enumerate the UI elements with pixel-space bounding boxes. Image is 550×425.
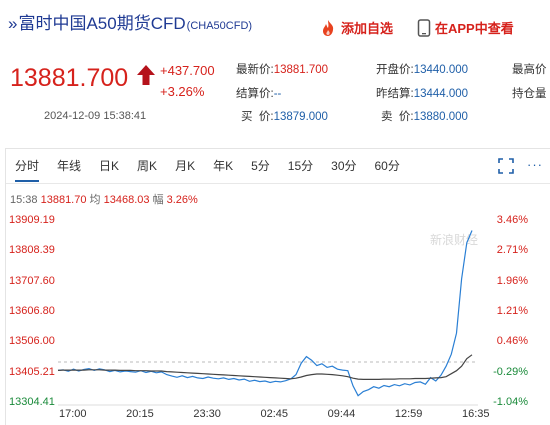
price-change: +437.700 [160, 63, 215, 78]
stat-ask-value: 13880.000 [413, 111, 468, 123]
y-tick-left: 13304.41 [9, 396, 55, 408]
stat-prev-settle: 昨结算:13444.000 [376, 88, 469, 100]
tab-7[interactable]: 15分 [287, 159, 314, 173]
y-tick-right: 1.96% [496, 274, 528, 287]
chart-crosshair-info: 15:38 13881.70 均 13468.03 幅 3.26% [10, 191, 198, 207]
stat-ask: 卖 价:13880.000 [381, 111, 468, 123]
x-tick: 16:35 [462, 408, 490, 420]
stat-open-value: 13440.000 [413, 64, 469, 76]
title-prefix: » [8, 14, 18, 33]
x-tick: 23:30 [193, 408, 221, 420]
y-tick-right: 0.46% [496, 335, 528, 348]
stat-settle: 结算价:-- [236, 88, 282, 100]
stat-prev-settle-value: 13444.000 [413, 88, 469, 100]
average-line [57, 354, 473, 380]
y-tick-left: 13405.21 [9, 365, 55, 378]
flame-icon [323, 19, 334, 36]
more-options-icon[interactable]: ··· [527, 157, 543, 172]
info-avg: 13468.03 [103, 194, 150, 206]
x-tick: 20:15 [126, 408, 154, 420]
info-range: 3.26% [166, 194, 198, 206]
y-tick-left: 13909.19 [9, 214, 55, 226]
info-range-label: 幅 [152, 194, 164, 206]
y-tick-right: 3.46% [496, 214, 528, 226]
tab-0[interactable]: 分时 [6, 149, 48, 183]
chart-panel [5, 148, 550, 425]
price-change-percent: +3.26% [160, 84, 205, 99]
info-price: 13881.70 [40, 194, 87, 206]
x-tick: 02:45 [260, 408, 289, 420]
stat-high: 最高价 [512, 64, 547, 76]
tab-3[interactable]: 周K [137, 159, 158, 173]
y-tick-left: 13707.60 [9, 274, 55, 287]
period-tabs: 分时 年线 日K 周K 月K 年K 5分 15分 30分 60分 [6, 149, 409, 183]
tab-8[interactable]: 30分 [331, 159, 357, 173]
current-price: 13881.700 [10, 64, 129, 92]
y-tick-right: 2.71% [496, 244, 528, 257]
stat-bid: 买 价:13879.000 [241, 111, 328, 123]
quote-timestamp: 2024-12-09 15:38:41 [44, 110, 147, 122]
stat-open: 开盘价:13440.000 [376, 64, 469, 76]
tab-4[interactable]: 月K [175, 159, 196, 173]
x-tick: 17:00 [59, 408, 87, 420]
tab-9[interactable]: 60分 [374, 159, 400, 173]
y-tick-left: 13606.80 [9, 305, 55, 317]
x-tick: 12:59 [394, 408, 423, 420]
up-arrow-icon [137, 65, 155, 85]
stat-holdings: 持仓量 [512, 88, 547, 100]
instrument-code: (CHA50CFD) [186, 20, 253, 32]
open-in-app-button[interactable]: 在APP中查看 [417, 18, 514, 37]
tab-6[interactable]: 5分 [251, 159, 270, 173]
open-in-app-label: 在APP中查看 [435, 21, 514, 36]
y-tick-left: 13808.39 [9, 244, 55, 257]
instrument-name: 富时中国A50期货CFD [18, 14, 186, 33]
watermark-logo: 新浪财经 [430, 232, 478, 247]
stat-settle-value: -- [273, 88, 282, 100]
y-tick-right: 1.21% [496, 305, 528, 317]
info-time: 15:38 [10, 194, 38, 206]
stat-latest: 最新价:13881.700 [236, 64, 329, 76]
y-tick-right: -1.04% [493, 396, 528, 408]
phone-icon [417, 18, 431, 37]
tab-5[interactable]: 年K [213, 159, 234, 173]
price-line [57, 230, 473, 397]
y-tick-right: -0.29% [493, 365, 528, 378]
add-favorite-label: 添加自选 [341, 21, 394, 36]
tab-divider [6, 183, 550, 184]
stat-bid-value: 13879.000 [273, 111, 328, 123]
fullscreen-icon[interactable] [498, 158, 514, 174]
stat-latest-value: 13881.700 [273, 64, 329, 76]
tab-2[interactable]: 日K [99, 159, 120, 173]
add-favorite-button[interactable]: 添加自选 [319, 18, 393, 37]
page-title: »富时中国A50期货CFD(CHA50CFD) [8, 9, 252, 34]
tab-1[interactable]: 年线 [57, 159, 82, 173]
x-tick: 09:44 [327, 408, 356, 420]
info-avg-label: 均 [89, 194, 101, 206]
y-tick-left: 13506.00 [9, 335, 55, 348]
